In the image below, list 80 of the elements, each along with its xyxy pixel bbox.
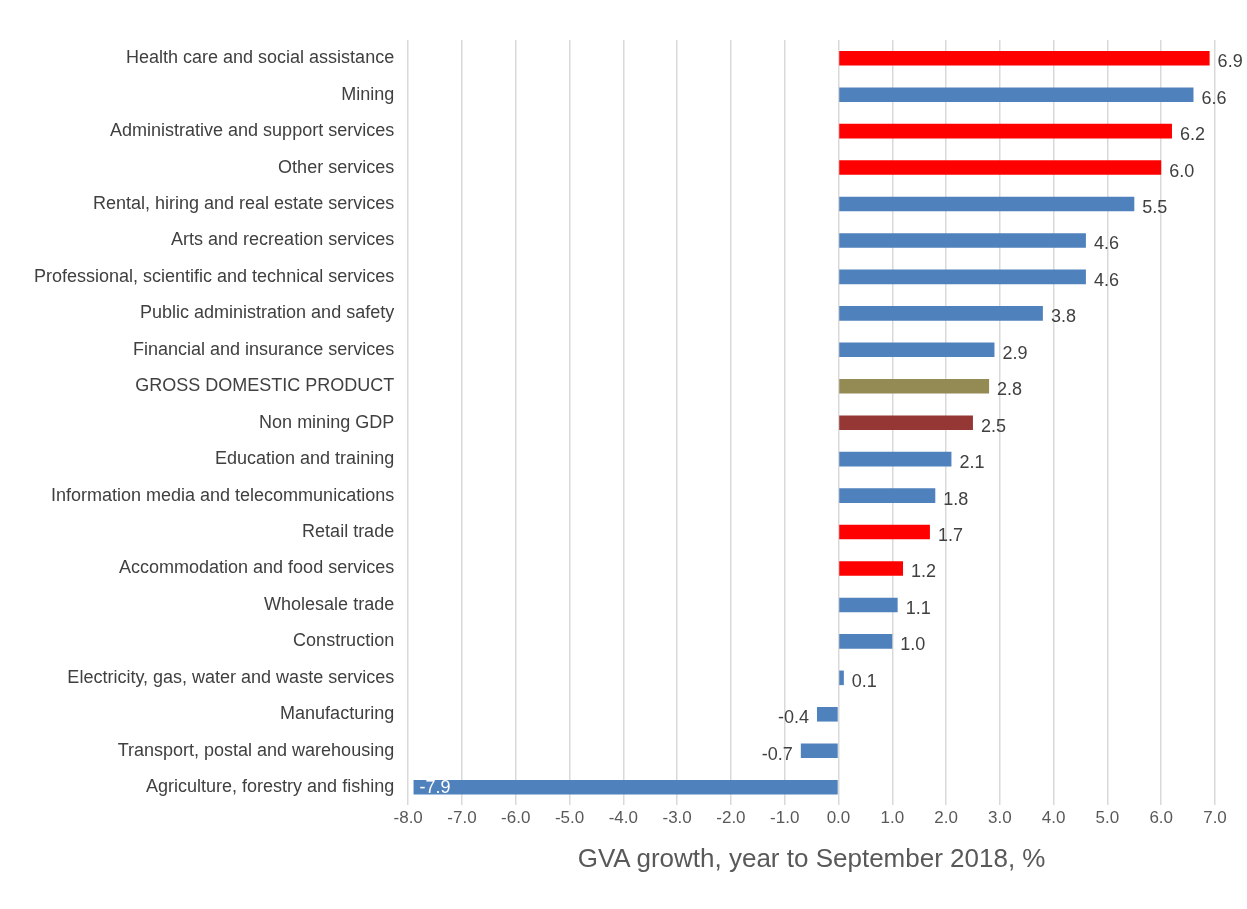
x-axis-title: GVA growth, year to September 2018, % [577,842,1046,873]
data-label: 0.1 [851,670,877,691]
y-tick-label: Arts and recreation services [171,229,395,250]
data-label: 5.5 [1142,196,1168,217]
x-tick-label: -4.0 [608,808,638,828]
bar [839,524,930,540]
bar [839,123,1172,139]
data-label: 6.2 [1179,124,1205,145]
y-tick-label: Information media and telecommunications [50,484,395,505]
bar [839,378,990,394]
bar [839,233,1086,248]
y-tick-label: Electricity, gas, water and waste services [67,666,395,687]
bar [839,196,1135,212]
data-label: -0.4 [777,707,809,728]
y-tick-label: Non mining GDP [259,411,395,432]
bar [839,670,844,686]
data-label: 1.7 [937,525,963,546]
y-tick-label: GROSS DOMESTIC PRODUCT [135,375,395,396]
bar [413,779,838,795]
y-tick-label: Professional, scientific and technical services [34,265,395,286]
x-tick-label: -1.0 [770,808,800,828]
x-tick-label: 2.0 [934,808,958,828]
x-tick-label: -5.0 [554,808,585,828]
y-tick-label: Wholesale trade [264,593,395,614]
x-tick-label: 7.0 [1203,808,1227,828]
bar [839,451,952,467]
bar [800,743,838,759]
y-tick-label: Education and training [215,448,395,469]
y-tick-label: Rental, hiring and real estate services [93,192,395,213]
y-tick-label: Transport, postal and warehousing [117,739,395,760]
x-tick-label: -8.0 [393,808,423,828]
x-tick-label: 1.0 [880,808,905,828]
bar [839,269,1086,285]
data-label: 4.6 [1093,269,1119,290]
data-label: 1.8 [943,488,969,509]
bar [839,597,898,613]
x-tick-label: -2.0 [716,808,746,828]
data-label: 6.0 [1169,160,1195,181]
bar [839,306,1043,321]
x-tick-label: 3.0 [988,808,1012,828]
bar [839,50,1210,66]
y-tick-label: Construction [293,630,395,651]
bar [816,706,838,722]
y-tick-label: Financial and insurance services [133,338,395,359]
data-label: 6.6 [1201,87,1227,108]
bar [839,561,904,576]
x-tick-label: -6.0 [501,808,531,828]
data-label: 1.0 [900,634,926,655]
bar [839,160,1162,175]
data-label: 1.1 [905,597,931,618]
bar [839,87,1194,102]
y-tick-label: Accommodation and food services [119,557,395,578]
bar [839,488,936,503]
data-label: 2.9 [1002,342,1028,363]
x-tick-label: -3.0 [662,808,692,828]
data-label: -7.9 [419,777,451,798]
y-tick-label: Administrative and support services [110,120,395,141]
bar [839,342,995,358]
y-tick-label: Agriculture, forestry and fishing [146,776,395,797]
x-tick-label: 6.0 [1149,808,1174,828]
x-tick-label: -7.0 [447,808,477,828]
data-label: 2.8 [997,379,1023,400]
data-label: 6.9 [1217,51,1243,72]
data-label: 2.5 [980,415,1006,436]
bar [839,634,893,649]
data-label: -0.7 [761,743,793,764]
x-tick-label: 0.0 [826,808,851,828]
y-tick-label: Retail trade [302,521,395,542]
data-label: 3.8 [1050,306,1076,327]
data-label: 2.1 [959,452,985,473]
y-tick-label: Public administration and safety [140,302,395,323]
data-label: 4.6 [1093,233,1119,254]
x-tick-label: 5.0 [1095,808,1120,828]
y-tick-label: Health care and social assistance [126,47,395,68]
bar [839,415,973,430]
y-tick-label: Other services [278,156,395,177]
x-tick-label: 4.0 [1041,808,1066,828]
y-tick-label: Manufacturing [280,703,395,724]
y-tick-label: Mining [341,83,395,104]
data-label: 1.2 [911,561,937,582]
